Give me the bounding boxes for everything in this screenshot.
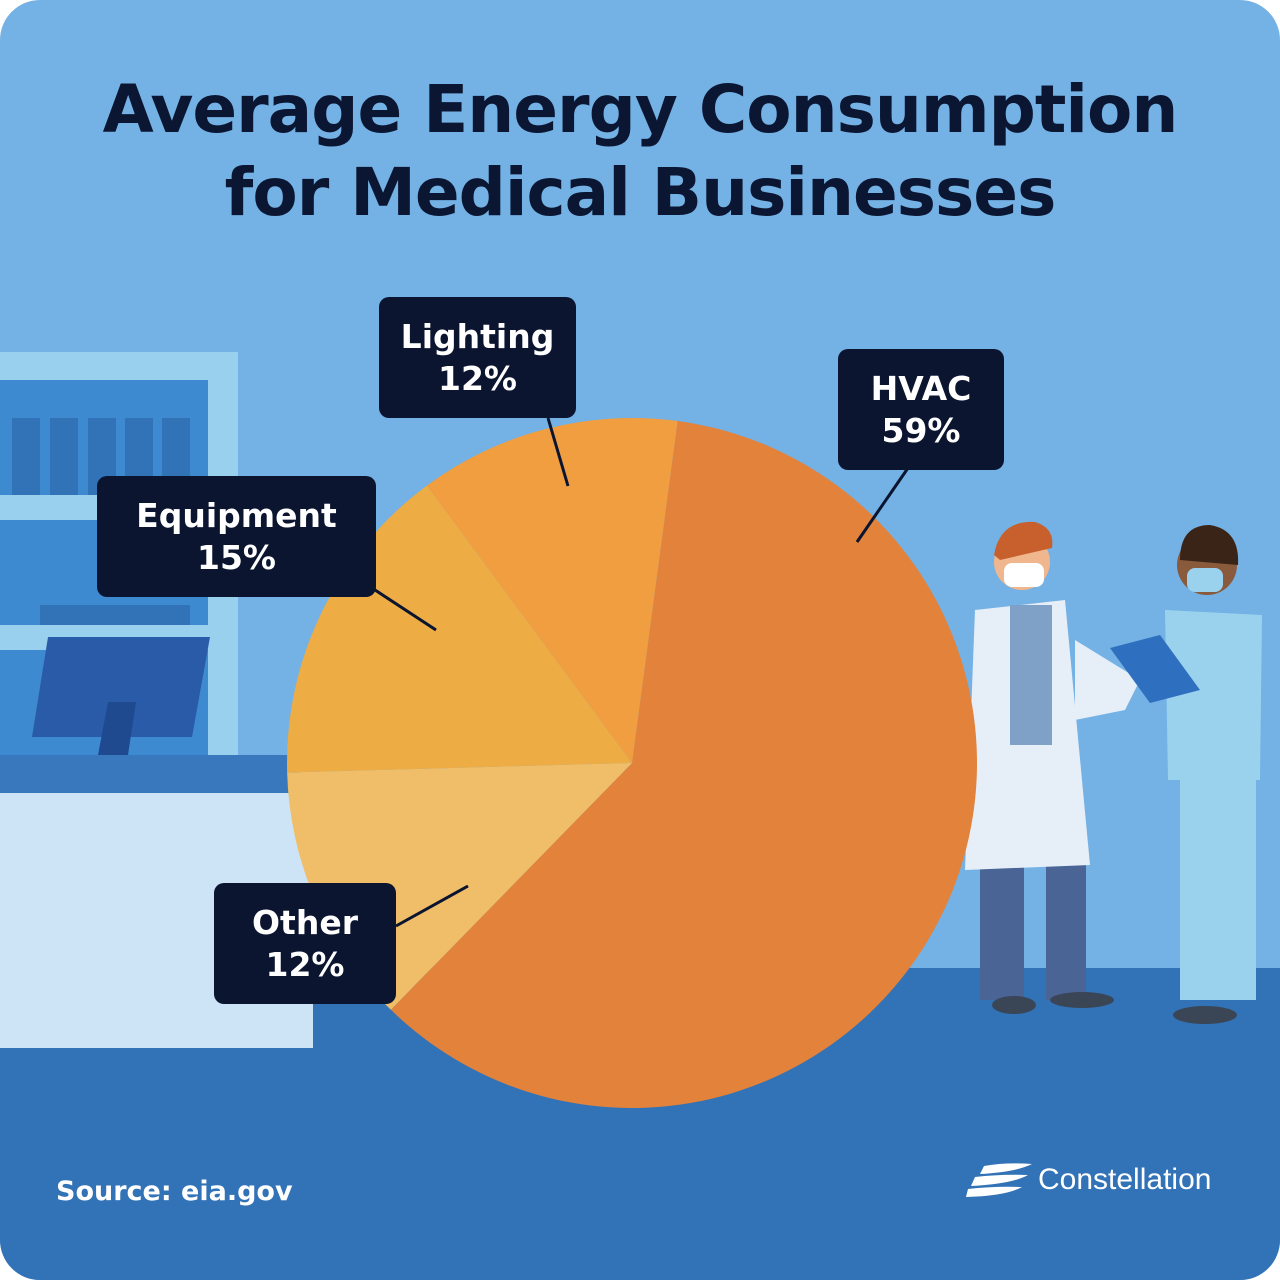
label-name: HVAC	[870, 368, 972, 408]
data-label-hvac: HVAC 59%	[838, 349, 1004, 470]
label-name: Lighting	[400, 316, 555, 356]
label-value: 59%	[881, 410, 961, 450]
pie-slice-lighting	[426, 418, 678, 763]
label-value: 15%	[197, 537, 276, 577]
label-value: 12%	[265, 944, 345, 984]
clipboard-illustration	[1110, 635, 1200, 703]
leader-lines	[371, 417, 910, 928]
data-label-equipment: Equipment 15%	[97, 476, 376, 597]
data-label-lighting: Lighting 12%	[379, 297, 576, 418]
label-name: Equipment	[136, 495, 337, 535]
leader-line-lighting	[546, 417, 570, 487]
leader-line-other	[395, 884, 469, 928]
title-line-2: for Medical Businesses	[224, 154, 1057, 231]
leader-line-hvac	[855, 467, 910, 543]
constellation-logo-icon	[966, 1163, 1032, 1197]
data-label-other: Other 12%	[214, 883, 396, 1004]
label-name: Other	[252, 902, 358, 942]
source-text: Source: eia.gov	[56, 1176, 293, 1207]
brand-name: Constellation	[1038, 1163, 1212, 1196]
pie-slice-hvac	[390, 421, 977, 1108]
leader-line-equipment	[371, 586, 437, 632]
nurse-illustration	[1110, 525, 1262, 1024]
brand-logo: Constellation	[966, 1162, 1211, 1198]
doctor-illustration	[965, 521, 1140, 1014]
label-value: 12%	[438, 358, 517, 398]
title-line-1: Average Energy Consumption	[102, 71, 1179, 148]
